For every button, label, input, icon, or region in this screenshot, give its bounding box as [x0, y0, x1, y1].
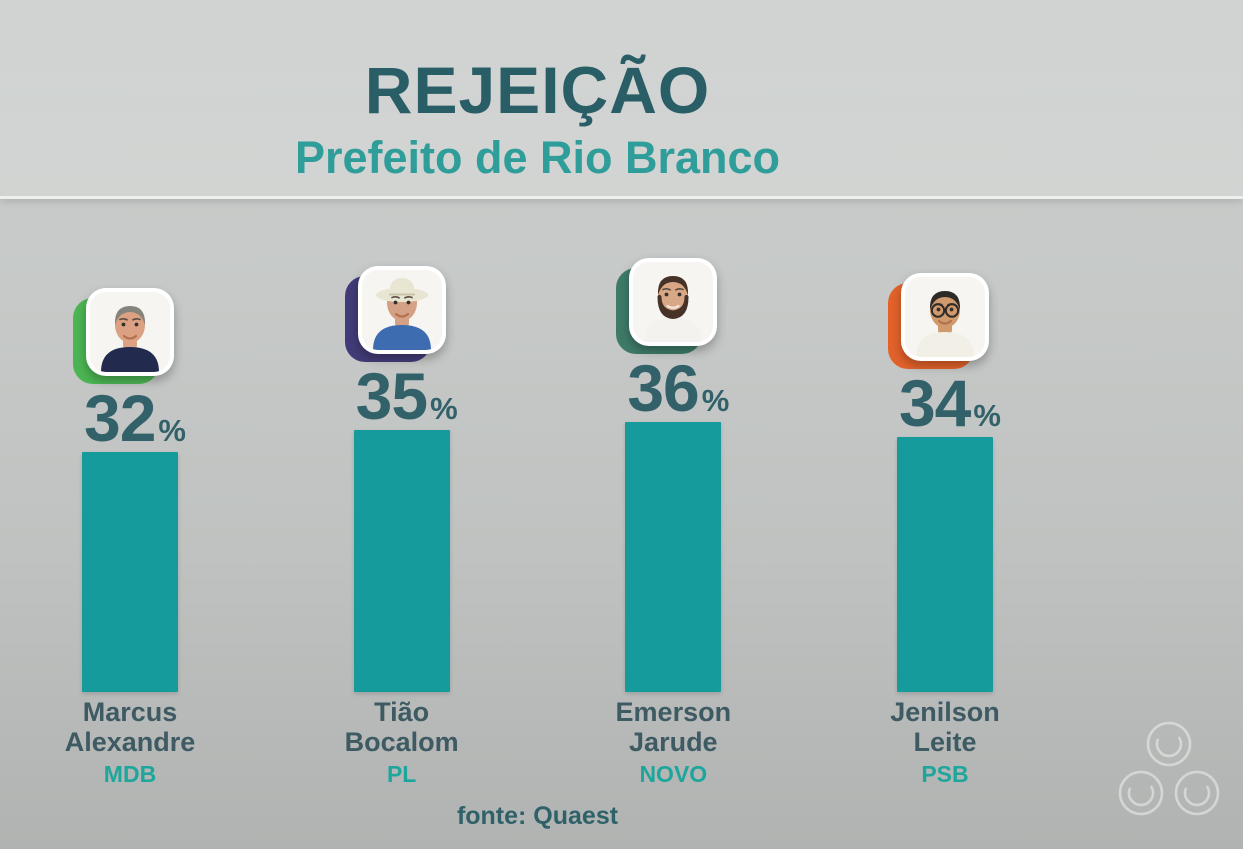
- candidate-last-name: Leite: [913, 727, 977, 758]
- page-title: REJEIÇÃO: [364, 53, 711, 127]
- candidate-first-name: Tião: [374, 697, 430, 727]
- candidate-column: 35%: [312, 265, 492, 692]
- bar-columns: 32% 35%: [40, 258, 1035, 692]
- value-number: 36: [627, 351, 699, 425]
- value-number: 32: [84, 381, 156, 455]
- party-label: PSB: [921, 761, 969, 788]
- candidate-label: Emerson Jarude NOVO: [583, 697, 763, 788]
- percent-sign: %: [158, 413, 186, 448]
- value-label: 34%: [899, 370, 1001, 436]
- candidate-name: Tião Bocalom: [312, 697, 492, 757]
- value-label: 32%: [84, 385, 186, 451]
- candidate-name: Jenilson Leite: [855, 697, 1035, 757]
- rejection-bar: [82, 452, 178, 692]
- candidate-first-name: Emerson: [615, 697, 732, 727]
- percent-sign: %: [701, 383, 730, 418]
- source-caption: fonte: Quaest: [456, 802, 619, 830]
- candidate-photo: [616, 258, 718, 354]
- candidate-photo: [344, 265, 446, 362]
- candidate-photo: [887, 273, 989, 369]
- candidate-label: Jenilson Leite PSB: [855, 697, 1035, 788]
- candidate-photo: [73, 288, 174, 384]
- candidate-last-name: Alexandre: [64, 727, 196, 758]
- photo-frame: [629, 258, 718, 346]
- candidate-first-name: Jenilson: [890, 697, 1000, 727]
- value-number: 35: [355, 358, 428, 433]
- candidate-last-name: Jarude: [629, 727, 718, 758]
- value-label: 36%: [627, 355, 730, 421]
- party-label: MDB: [103, 761, 157, 788]
- photo-frame: [900, 273, 989, 361]
- candidate-avatar-icon: [633, 262, 714, 342]
- candidate-avatar-icon: [361, 269, 442, 350]
- photo-frame: [357, 265, 446, 354]
- photo-frame: [86, 288, 174, 376]
- chart-content: REJEIÇÃO Prefeito de Rio Branco 32%: [0, 53, 1075, 830]
- party-label: PL: [386, 761, 417, 788]
- candidate-column: 36%: [583, 258, 763, 692]
- candidate-column: 34%: [855, 273, 1035, 692]
- party-label: NOVO: [639, 761, 708, 788]
- candidate-labels: Marcus Alexandre MDB Tião Bocalom PL Eme…: [0, 697, 1075, 788]
- candidate-name: Emerson Jarude: [583, 697, 763, 757]
- value-number: 34: [898, 366, 971, 440]
- candidate-first-name: Marcus: [82, 697, 178, 727]
- candidate-last-name: Bocalom: [344, 727, 459, 758]
- candidate-label: Marcus Alexandre MDB: [40, 697, 220, 788]
- candidate-column: 32%: [40, 288, 220, 692]
- page-subtitle: Prefeito de Rio Branco: [294, 132, 781, 183]
- candidate-label: Tião Bocalom PL: [312, 697, 492, 788]
- triple-spiral-logo-icon: [1118, 721, 1220, 816]
- candidate-name: Marcus Alexandre: [40, 697, 220, 757]
- value-label: 35%: [356, 363, 458, 429]
- rejection-bar: [353, 429, 450, 692]
- candidate-avatar-icon: [904, 277, 985, 357]
- header-band: [0, 0, 1243, 199]
- candidate-avatar-icon: [90, 292, 170, 372]
- percent-sign: %: [430, 390, 458, 426]
- rejection-bar: [896, 437, 993, 692]
- rejection-bar: [625, 422, 722, 692]
- percent-sign: %: [973, 398, 1001, 433]
